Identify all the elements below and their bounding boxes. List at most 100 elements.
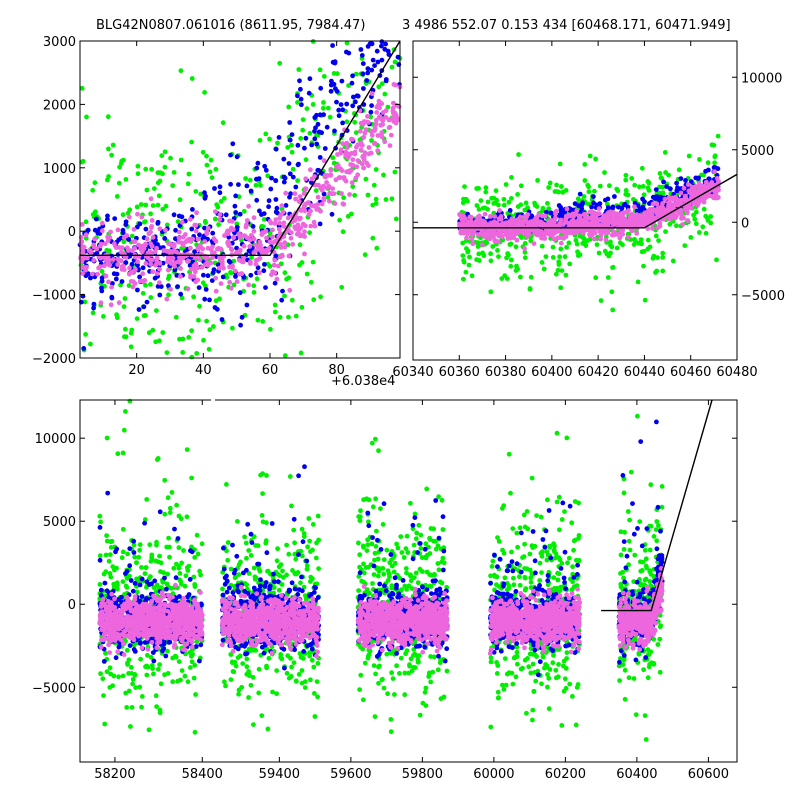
data-point: [655, 255, 660, 260]
data-point: [501, 202, 507, 208]
data-point: [295, 100, 300, 105]
data-point: [309, 657, 315, 663]
data-point: [272, 302, 278, 308]
data-point: [176, 513, 182, 519]
data-point: [315, 202, 321, 207]
data-point: [318, 294, 323, 300]
data-point: [360, 61, 366, 66]
data-point: [327, 198, 332, 204]
data-point: [495, 248, 500, 253]
data-point: [623, 177, 629, 183]
data-point: [118, 258, 124, 264]
data-point: [259, 713, 265, 718]
data-point: [143, 313, 148, 318]
data-point: [255, 265, 261, 271]
data-point: [244, 218, 250, 223]
data-point: [298, 580, 303, 586]
data-point: [179, 295, 185, 301]
data-point: [524, 229, 530, 235]
data-point: [479, 242, 485, 248]
data-point: [468, 214, 474, 220]
data-point: [387, 124, 393, 130]
data-point: [109, 295, 115, 301]
data-point: [281, 156, 287, 162]
data-point: [228, 270, 234, 276]
data-point: [273, 178, 278, 183]
data-point: [260, 491, 265, 496]
data-point: [126, 283, 132, 288]
data-point: [605, 196, 611, 202]
data-point: [536, 220, 542, 226]
data-point: [474, 203, 480, 208]
data-point: [315, 167, 321, 173]
data-point: [154, 539, 159, 545]
data-point: [712, 169, 717, 175]
data-point: [122, 296, 128, 301]
data-point: [143, 226, 149, 232]
data-point: [203, 287, 209, 292]
data-point: [192, 269, 198, 275]
data-point: [156, 193, 162, 199]
data-point: [272, 257, 278, 263]
data-point: [223, 212, 229, 218]
data-point: [274, 205, 280, 211]
data-point: [290, 174, 296, 180]
data-point: [289, 664, 294, 670]
data-point: [303, 176, 309, 182]
data-point: [126, 237, 132, 242]
data-point: [470, 241, 476, 247]
data-point: [283, 190, 289, 196]
data-point: [244, 656, 250, 662]
right-panel-title: 3 4986 552.07 0.153 434 [60468.171, 6047…: [402, 18, 731, 33]
data-point: [607, 183, 612, 189]
data-point: [605, 275, 611, 280]
data-point: [193, 692, 199, 697]
data-point: [701, 206, 707, 212]
data-point: [204, 318, 210, 324]
data-point: [631, 217, 637, 223]
data-point: [251, 722, 256, 727]
data-point: [211, 267, 217, 272]
data-point: [418, 532, 424, 538]
data-point: [103, 552, 109, 558]
data-point: [373, 121, 379, 127]
data-point: [280, 209, 286, 215]
data-point: [83, 219, 89, 225]
data-point: [354, 144, 359, 150]
data-point: [302, 234, 307, 239]
data-point: [127, 207, 133, 213]
data-point: [629, 176, 635, 181]
data-point: [174, 249, 179, 255]
data-point: [129, 233, 135, 239]
data-point: [260, 250, 265, 256]
data-point: [683, 178, 688, 183]
data-point: [189, 226, 195, 232]
data-point: [114, 584, 119, 589]
data-point: [311, 297, 317, 303]
data-point: [277, 314, 283, 320]
data-point: [121, 239, 127, 245]
data-point: [114, 194, 120, 199]
data-point: [189, 659, 195, 665]
data-point: [139, 694, 145, 699]
data-point: [107, 665, 113, 671]
data-point: [143, 253, 149, 259]
data-point: [639, 241, 644, 247]
full-light-curve-panel: 58200 58400 59400 59600 59800 60000 60200 60400…: [32, 397, 738, 782]
data-point: [387, 143, 393, 149]
data-point: [107, 262, 113, 268]
data-point: [234, 245, 240, 251]
data-point: [291, 527, 297, 533]
data-point: [171, 262, 177, 268]
data-point: [307, 76, 313, 82]
data-point: [461, 276, 466, 282]
data-point: [596, 206, 602, 212]
data-point: [135, 163, 141, 169]
data-point: [297, 242, 303, 248]
data-point: [480, 205, 486, 211]
data-point: [180, 350, 186, 355]
data-point: [280, 568, 285, 574]
data-point: [191, 294, 197, 300]
data-point: [579, 202, 585, 208]
data-point: [332, 59, 338, 65]
